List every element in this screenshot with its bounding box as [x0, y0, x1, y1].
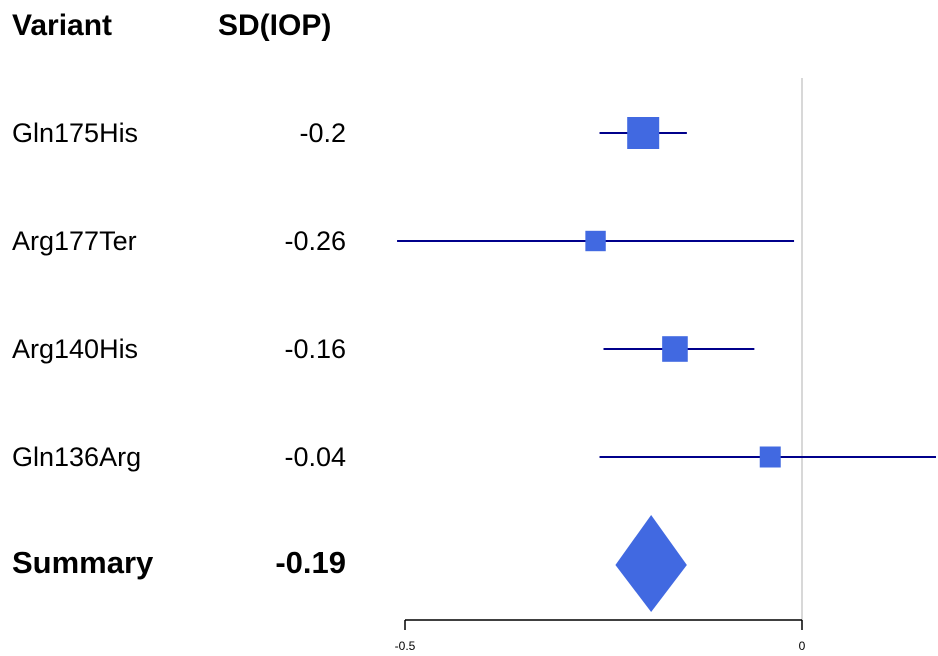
- estimate-label: -0.26: [284, 226, 346, 256]
- estimate-marker: [662, 336, 688, 362]
- header-variant: Variant: [12, 9, 113, 42]
- summary-estimate-label: -0.19: [275, 545, 346, 580]
- estimate-marker: [585, 230, 606, 252]
- summary-label: Summary: [12, 545, 154, 580]
- estimate-marker: [627, 117, 660, 149]
- variant-label: Gln136Arg: [12, 442, 142, 472]
- x-tick-label: -0.5: [395, 639, 416, 653]
- header-value: SD(IOP): [218, 9, 332, 42]
- summary-diamond: [615, 515, 687, 612]
- estimate-label: -0.2: [299, 118, 346, 148]
- x-tick-label: 0: [799, 639, 806, 653]
- estimate-label: -0.16: [284, 334, 346, 364]
- variant-label: Gln175His: [12, 118, 139, 148]
- variant-label: Arg177Ter: [12, 226, 137, 256]
- estimate-marker: [759, 446, 781, 468]
- variant-label: Arg140His: [12, 334, 139, 364]
- estimate-label: -0.04: [284, 442, 346, 472]
